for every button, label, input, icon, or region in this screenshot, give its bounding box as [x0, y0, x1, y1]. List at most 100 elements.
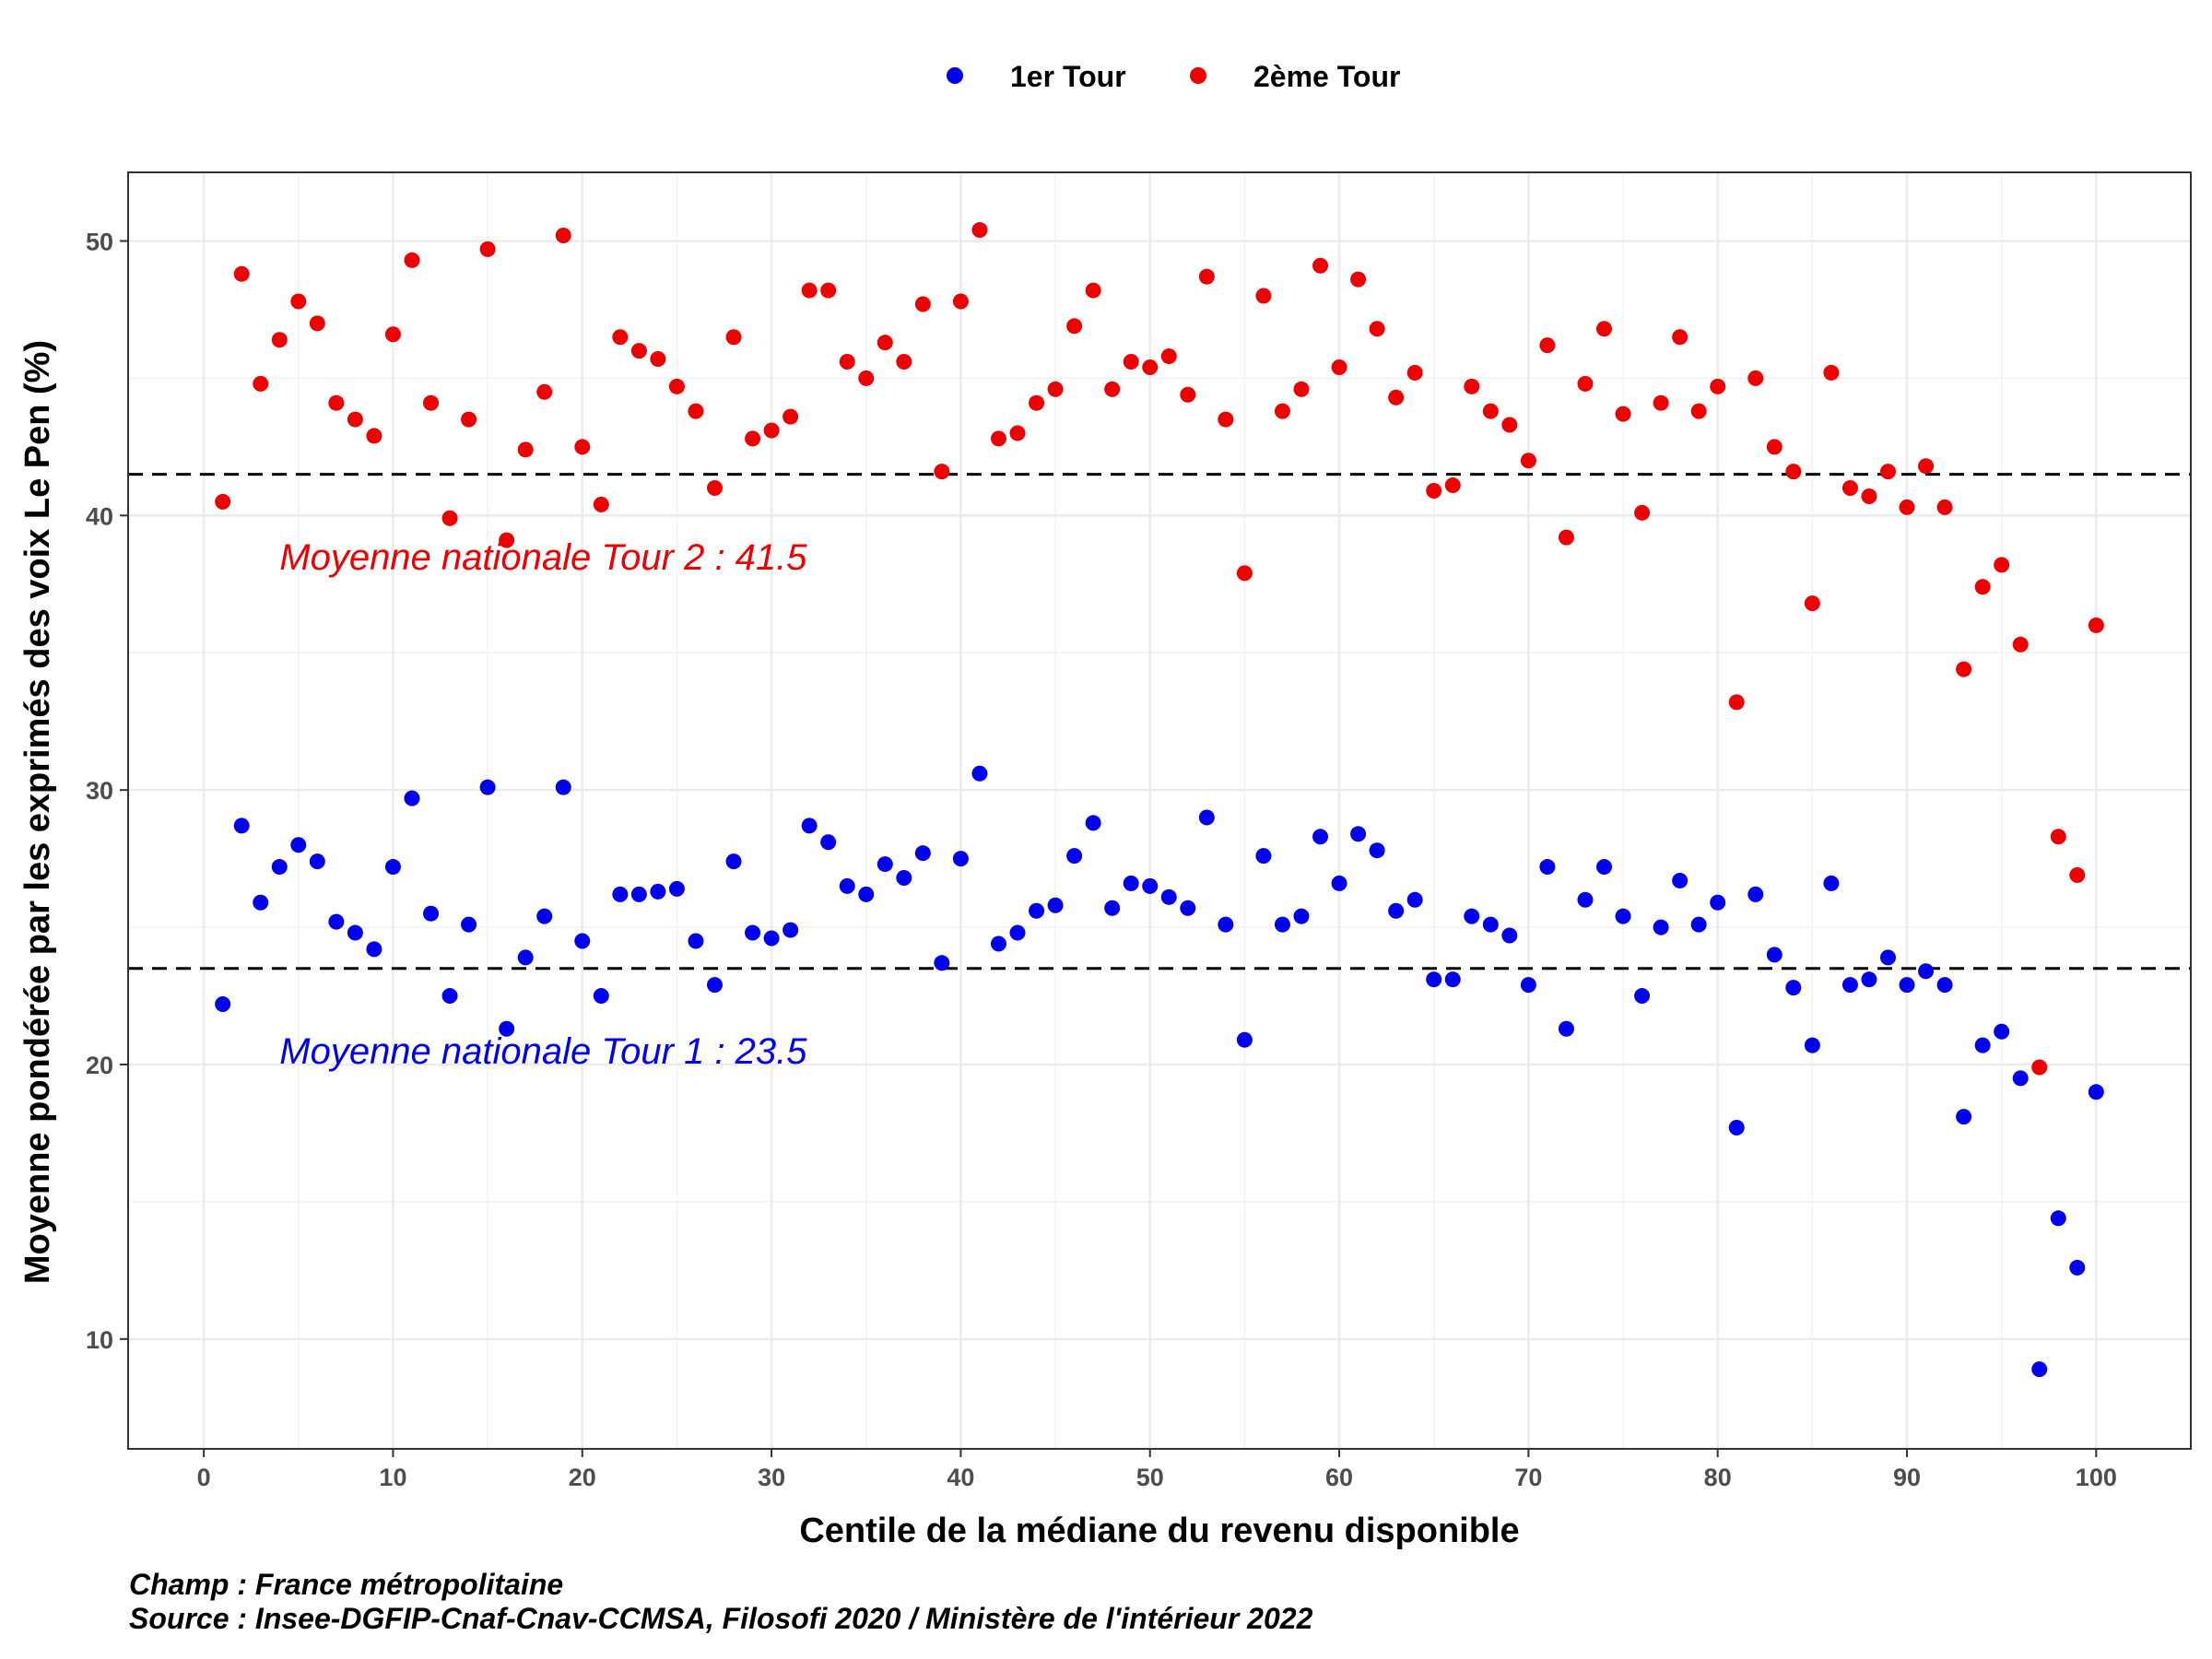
- plot-background: [128, 172, 2191, 1449]
- data-point: [1350, 271, 1367, 288]
- data-point: [1293, 381, 1310, 397]
- data-point: [1823, 875, 1840, 891]
- data-point: [858, 370, 875, 386]
- data-point: [630, 886, 647, 902]
- data-point: [650, 351, 666, 368]
- data-point: [1312, 257, 1329, 274]
- data-point: [1104, 381, 1121, 397]
- data-point: [971, 222, 988, 239]
- data-point: [1634, 504, 1651, 521]
- data-point: [1198, 809, 1215, 826]
- data-point: [1653, 394, 1669, 411]
- data-point: [1558, 529, 1574, 546]
- data-point: [2031, 1361, 2048, 1378]
- data-point: [215, 493, 231, 510]
- data-point: [1331, 875, 1347, 891]
- y-tick-label: 40: [86, 502, 113, 530]
- x-tick-label: 80: [1704, 1464, 1732, 1491]
- x-axis: 0 10 20 30 40 50 60 70 80 90 100: [197, 1449, 2117, 1491]
- data-point: [1785, 980, 1802, 996]
- data-point: [877, 335, 893, 351]
- data-point: [271, 859, 288, 876]
- grid-major: [128, 172, 2191, 1449]
- data-point: [574, 933, 591, 949]
- x-tick-label: 50: [1136, 1464, 1164, 1491]
- data-point: [745, 430, 761, 447]
- data-point: [1426, 483, 1442, 500]
- data-point: [990, 430, 1006, 447]
- data-point: [1047, 381, 1064, 397]
- data-point: [1918, 963, 1935, 980]
- data-point: [271, 332, 288, 348]
- data-point: [2069, 1259, 2086, 1276]
- data-point: [441, 988, 458, 1005]
- data-point: [612, 329, 629, 346]
- caption-line-2: Source : Insee-DGFIP-Cnaf-Cnav-CCMSA, Fi…: [129, 1602, 1313, 1635]
- data-point: [1312, 829, 1329, 845]
- data-point: [801, 282, 818, 299]
- data-point: [1085, 815, 1101, 831]
- data-point: [612, 886, 629, 902]
- data-point: [555, 779, 571, 795]
- data-point: [253, 894, 269, 911]
- reference-line-label: Moyenne nationale Tour 1 : 23.5: [279, 1031, 807, 1072]
- x-tick-label: 40: [947, 1464, 974, 1491]
- data-point: [1710, 378, 1726, 394]
- data-point: [461, 916, 477, 933]
- y-tick-label: 30: [86, 777, 113, 805]
- data-point: [1142, 359, 1159, 375]
- data-point: [1994, 557, 2010, 573]
- data-point: [1406, 891, 1423, 908]
- data-point: [555, 228, 571, 244]
- data-point: [952, 851, 969, 867]
- data-point: [536, 908, 553, 924]
- data-point: [1274, 916, 1290, 933]
- data-point: [2069, 866, 2086, 883]
- data-point: [1634, 988, 1651, 1005]
- data-point: [934, 464, 950, 480]
- data-point: [745, 924, 761, 941]
- data-point: [517, 949, 534, 966]
- data-point: [1501, 927, 1518, 944]
- x-axis-title: Centile de la médiane du revenu disponib…: [799, 1512, 1519, 1550]
- plot-border: [127, 171, 2192, 1450]
- data-point: [1804, 1037, 1820, 1053]
- data-point: [725, 853, 742, 870]
- data-point: [479, 241, 496, 257]
- data-point: [517, 441, 534, 458]
- data-point: [1123, 354, 1139, 371]
- data-point: [1577, 891, 1594, 908]
- data-point: [1255, 288, 1272, 304]
- data-point: [290, 837, 307, 853]
- data-point: [1974, 1037, 1991, 1053]
- data-point: [1672, 329, 1688, 346]
- data-point: [1615, 908, 1631, 924]
- data-point: [233, 265, 250, 282]
- data-point: [782, 922, 799, 938]
- data-point: [1293, 908, 1310, 924]
- x-tick-label: 30: [758, 1464, 785, 1491]
- data-point: [1142, 877, 1159, 894]
- data-point: [366, 941, 382, 958]
- data-point: [384, 326, 401, 343]
- x-tick-label: 0: [197, 1464, 211, 1491]
- data-point: [1804, 595, 1820, 612]
- data-point: [328, 913, 345, 930]
- data-point: [1350, 826, 1367, 842]
- series-2: [215, 222, 2104, 1076]
- data-point: [914, 845, 931, 862]
- data-point: [1596, 321, 1613, 337]
- data-point: [1369, 842, 1385, 859]
- data-point: [1899, 977, 1915, 994]
- data-point: [1918, 458, 1935, 475]
- data-point: [1974, 579, 1991, 595]
- data-point: [423, 905, 440, 922]
- y-axis-title: Moyenne pondérée par les exprimés des vo…: [18, 340, 57, 1284]
- data-point: [1766, 947, 1783, 963]
- data-point: [1766, 439, 1783, 455]
- data-point: [1956, 661, 1972, 677]
- data-point: [1047, 897, 1064, 913]
- data-point: [1841, 480, 1858, 497]
- data-point: [1236, 565, 1253, 582]
- data-point: [630, 343, 647, 359]
